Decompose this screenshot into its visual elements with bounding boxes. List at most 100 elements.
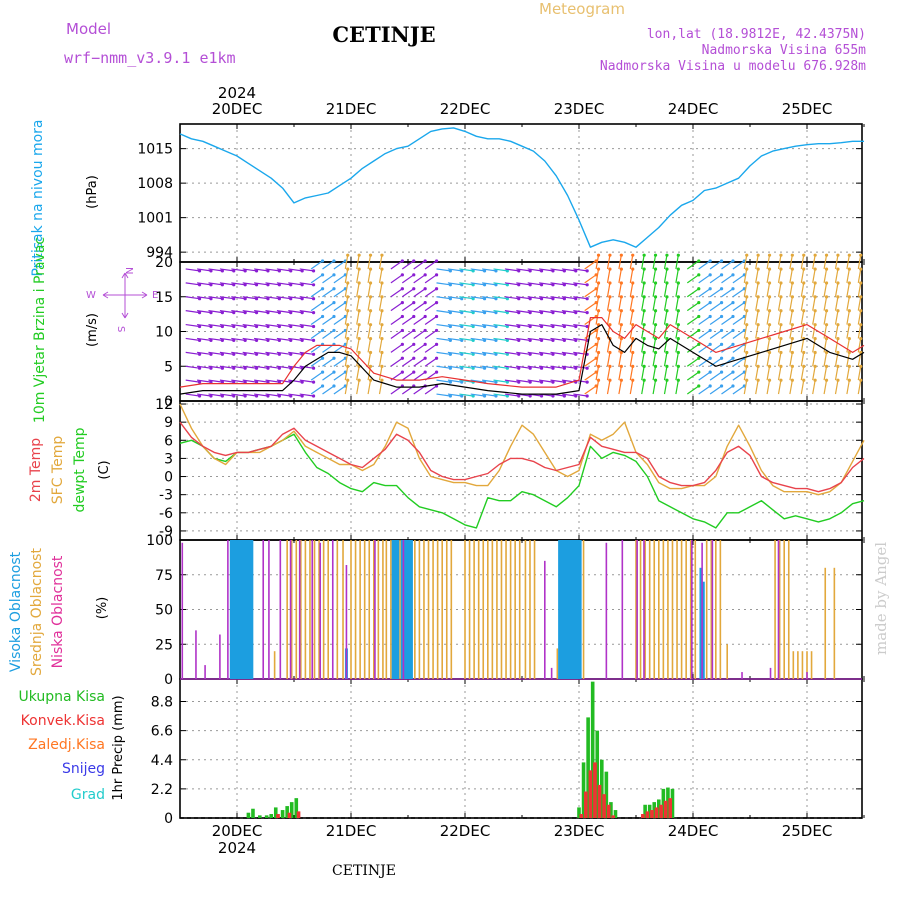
wind-arrow xyxy=(652,338,657,353)
wind-arrow-head xyxy=(460,269,464,273)
wind-arrow-head xyxy=(368,267,373,271)
wind-arrow-head xyxy=(494,324,498,329)
mid-cloud-bar xyxy=(468,540,471,679)
wind-arrow xyxy=(721,316,734,326)
wind-arrow-head xyxy=(505,380,509,384)
wind-arrow-head xyxy=(311,310,316,315)
wind-arrow xyxy=(470,282,485,286)
wind-arrow xyxy=(675,352,679,367)
wind-arrow xyxy=(812,310,816,325)
wind-arrow-head xyxy=(745,364,749,368)
wind-arrow xyxy=(709,274,722,284)
wind-arrow xyxy=(584,357,597,367)
wind-arrow xyxy=(254,393,269,397)
wind-arrow-head xyxy=(494,297,498,301)
mid-cloud-bar xyxy=(505,540,507,679)
wind-arrow-head xyxy=(332,301,336,305)
wind-arrow-head xyxy=(423,259,427,263)
wind-arrow xyxy=(766,380,771,395)
wind-arrow xyxy=(618,324,622,339)
wind-arrow-head xyxy=(368,378,373,382)
high-cloud-bar xyxy=(241,540,245,679)
wind-arrow-head xyxy=(232,283,236,287)
wind-arrow-head xyxy=(756,267,760,271)
wind-arrow xyxy=(242,268,257,272)
wind-arrow-head xyxy=(767,336,772,341)
wind-arrow-head xyxy=(448,394,452,398)
wind-arrow xyxy=(219,323,234,328)
mid-cloud-bar xyxy=(824,567,827,679)
wind-arrow-head xyxy=(505,366,509,370)
lonlat-label: lon,lat (18.9812E, 42.4375N) xyxy=(647,27,866,42)
wind-arrow-head xyxy=(243,380,247,384)
wind-arrow-head xyxy=(209,269,213,273)
low-cloud-bar xyxy=(605,542,608,679)
wind-arrow-head xyxy=(708,314,712,319)
wind-arrow-head xyxy=(332,314,336,319)
wind-arrow-head xyxy=(197,324,202,329)
wind-arrow xyxy=(629,338,634,353)
wind-arrow xyxy=(743,338,748,353)
wind-arrow-head xyxy=(266,297,270,301)
wind-arrow xyxy=(208,337,223,341)
wind-arrow xyxy=(288,310,303,314)
wind-arrow-head xyxy=(631,364,635,368)
wind-arrow xyxy=(482,393,497,397)
mid-cloud-bar xyxy=(648,540,651,679)
wind-arrow xyxy=(709,385,722,395)
convective-rain-bar xyxy=(668,798,672,818)
wind-arrow xyxy=(584,371,597,381)
wind-arrow-head xyxy=(528,324,532,329)
wind-arrow-head xyxy=(209,324,213,329)
wind-arrow xyxy=(561,323,576,328)
convective-rain-bar xyxy=(597,784,602,818)
wind-arrow xyxy=(254,296,269,300)
low-cloud-bar xyxy=(701,542,703,679)
wind-arrow xyxy=(276,323,291,328)
wind-arrow-head xyxy=(631,295,635,299)
wind-arrow xyxy=(265,323,280,328)
mid-cloud-bar xyxy=(399,540,401,679)
wind-arrow xyxy=(686,385,700,395)
wind-arrow-head xyxy=(346,336,350,341)
wind-arrow-head xyxy=(562,324,566,329)
wind-arrow xyxy=(482,337,497,341)
wind-arrow-head xyxy=(836,253,840,257)
wind-arrow-head xyxy=(745,309,749,313)
wind-arrow xyxy=(561,365,576,369)
wind-arrow-head xyxy=(790,336,794,341)
wind-arrow xyxy=(675,282,679,297)
wind-arrow xyxy=(242,351,257,355)
wind-arrow xyxy=(401,260,415,270)
wind-arrow-head xyxy=(254,283,259,287)
wind-arrow-head xyxy=(277,324,281,329)
mid-cloud-bar xyxy=(833,567,836,679)
x-tick-label-top: 24DEC xyxy=(668,100,719,118)
wind-arrow xyxy=(276,282,291,286)
wind-arrow-head xyxy=(731,384,735,388)
mid-cloud-bar xyxy=(464,540,466,679)
wind-arrow xyxy=(470,379,485,383)
wind-arrow xyxy=(310,274,323,284)
wind-arrow xyxy=(208,282,223,286)
wind-arrow-head xyxy=(332,273,336,277)
wind-arrow xyxy=(834,338,839,353)
wind-arrow xyxy=(276,337,291,341)
high-cloud-bar xyxy=(393,540,397,679)
wind-arrow-head xyxy=(300,310,304,315)
mid-cloud-bar xyxy=(719,540,722,679)
wind-arrow-head xyxy=(220,297,224,301)
wind-arrow xyxy=(413,302,426,312)
mid-cloud-bar xyxy=(806,651,808,679)
low-cloud-bar xyxy=(643,540,645,679)
wind-arrow xyxy=(550,282,565,286)
mid-cloud-bar xyxy=(373,540,375,679)
wind-arrow-head xyxy=(517,297,521,301)
y-tick-label: -9 xyxy=(159,524,173,540)
wind-arrow xyxy=(743,310,748,325)
wind-arrow-head xyxy=(528,366,532,370)
y-tick-label: 1008 xyxy=(137,176,173,192)
wind-arrow-head xyxy=(697,356,701,360)
wind-arrow xyxy=(436,379,451,383)
wind-arrow-head xyxy=(528,297,532,301)
